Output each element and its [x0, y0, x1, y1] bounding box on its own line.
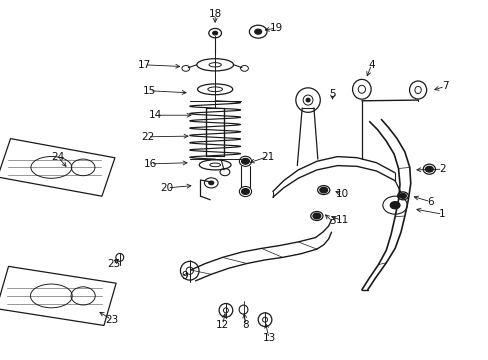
Text: 13: 13: [262, 333, 275, 343]
Circle shape: [319, 187, 327, 193]
Text: 4: 4: [367, 60, 374, 70]
Text: 5: 5: [328, 89, 335, 99]
Text: 24: 24: [51, 152, 64, 162]
Text: 21: 21: [261, 152, 274, 162]
Circle shape: [312, 213, 320, 219]
Text: 12: 12: [215, 320, 229, 330]
Text: 10: 10: [335, 189, 348, 199]
Circle shape: [241, 158, 249, 164]
Circle shape: [241, 189, 249, 194]
Text: 17: 17: [137, 60, 151, 70]
Text: 6: 6: [426, 197, 433, 207]
Text: 9: 9: [181, 271, 188, 282]
Text: 25: 25: [106, 258, 120, 269]
Text: 19: 19: [269, 23, 283, 33]
Text: 11: 11: [335, 215, 348, 225]
Circle shape: [254, 29, 261, 34]
Text: 23: 23: [104, 315, 118, 325]
Circle shape: [399, 193, 406, 198]
Text: 7: 7: [441, 81, 447, 91]
Text: 20: 20: [161, 183, 173, 193]
Text: 18: 18: [208, 9, 222, 19]
Circle shape: [208, 181, 213, 185]
Text: 2: 2: [438, 164, 445, 174]
Text: 1: 1: [438, 209, 445, 219]
Text: 16: 16: [143, 159, 157, 169]
Circle shape: [425, 166, 432, 172]
Text: 8: 8: [242, 320, 249, 330]
Text: 3: 3: [328, 216, 335, 226]
Ellipse shape: [305, 98, 309, 102]
Text: 22: 22: [141, 132, 154, 142]
Text: 15: 15: [142, 86, 156, 96]
Circle shape: [212, 31, 217, 35]
Circle shape: [389, 202, 399, 209]
Text: 14: 14: [148, 110, 162, 120]
